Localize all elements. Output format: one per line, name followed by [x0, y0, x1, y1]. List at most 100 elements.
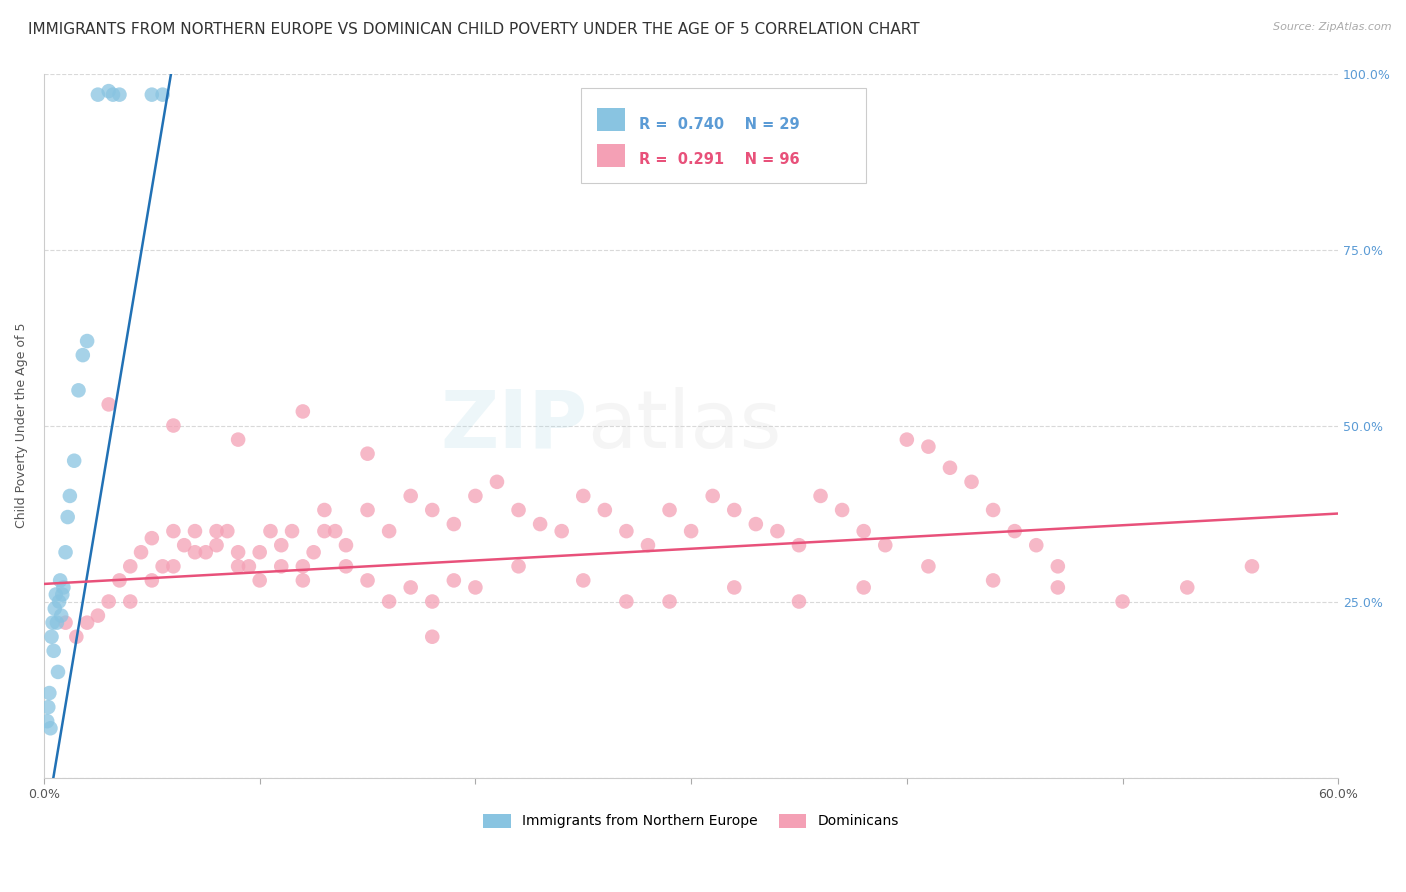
Point: [97, 397, 120, 411]
Y-axis label: Child Poverty Under the Age of 5: Child Poverty Under the Age of 5: [15, 323, 28, 528]
Point: [831, 503, 853, 517]
Point: [238, 559, 260, 574]
Point: [291, 574, 314, 588]
Point: [49, 574, 72, 588]
Text: atlas: atlas: [588, 386, 782, 465]
Point: [101, 87, 124, 102]
Point: [55, 545, 77, 559]
Point: [464, 581, 486, 595]
Text: IMMIGRANTS FROM NORTHERN EUROPE VS DOMINICAN CHILD POVERTY UNDER THE AGE OF 5 CO: IMMIGRANTS FROM NORTHERN EUROPE VS DOMIN…: [28, 22, 920, 37]
Point: [702, 489, 724, 503]
Point: [378, 524, 401, 538]
Point: [108, 87, 131, 102]
Point: [787, 538, 810, 552]
Point: [616, 594, 638, 608]
Point: [420, 630, 443, 644]
Point: [141, 574, 163, 588]
Point: [51, 608, 73, 623]
Point: [42, 644, 65, 658]
Point: [637, 538, 659, 552]
Point: [55, 615, 77, 630]
Point: [184, 545, 207, 559]
Point: [46, 665, 69, 679]
Point: [141, 531, 163, 545]
Point: [87, 608, 110, 623]
Point: [981, 503, 1004, 517]
Point: [787, 594, 810, 608]
Point: [875, 538, 897, 552]
Point: [45, 587, 67, 601]
Point: [152, 559, 174, 574]
Point: [852, 581, 875, 595]
Point: [378, 594, 401, 608]
Point: [152, 87, 174, 102]
Point: [508, 559, 530, 574]
FancyBboxPatch shape: [596, 144, 626, 167]
Point: [97, 594, 120, 608]
Point: [1240, 559, 1263, 574]
Point: [120, 559, 142, 574]
Point: [658, 503, 681, 517]
Point: [1046, 559, 1069, 574]
Point: [443, 574, 465, 588]
Point: [270, 538, 292, 552]
Point: [314, 524, 336, 538]
Point: [356, 574, 378, 588]
Text: R =  0.740    N = 29: R = 0.740 N = 29: [640, 117, 800, 132]
Point: [745, 517, 768, 532]
Point: [141, 87, 163, 102]
Point: [572, 574, 595, 588]
Point: [51, 587, 73, 601]
Point: [56, 510, 79, 524]
Point: [205, 524, 228, 538]
Point: [852, 524, 875, 538]
Point: [1046, 581, 1069, 595]
Point: [291, 404, 314, 418]
Point: [87, 87, 110, 102]
Point: [917, 440, 939, 454]
Point: [63, 454, 86, 468]
Point: [108, 574, 131, 588]
Point: [356, 447, 378, 461]
Point: [226, 433, 249, 447]
Point: [810, 489, 832, 503]
Point: [681, 524, 703, 538]
Point: [939, 460, 962, 475]
Point: [226, 559, 249, 574]
Point: [981, 574, 1004, 588]
Point: [281, 524, 304, 538]
Point: [259, 524, 281, 538]
Point: [443, 517, 465, 532]
Point: [766, 524, 789, 538]
Point: [39, 721, 62, 735]
Point: [616, 524, 638, 538]
Point: [52, 581, 75, 595]
Point: [658, 594, 681, 608]
Point: [41, 615, 63, 630]
Point: [323, 524, 346, 538]
Point: [162, 524, 184, 538]
Point: [960, 475, 983, 489]
Point: [173, 538, 195, 552]
Point: [65, 630, 87, 644]
Point: [41, 630, 63, 644]
Point: [129, 545, 152, 559]
Point: [184, 524, 207, 538]
Point: [314, 503, 336, 517]
Point: [1175, 581, 1198, 595]
Point: [508, 503, 530, 517]
Point: [356, 503, 378, 517]
Point: [38, 686, 60, 700]
Point: [723, 581, 745, 595]
Point: [420, 503, 443, 517]
Point: [97, 84, 120, 98]
Text: Source: ZipAtlas.com: Source: ZipAtlas.com: [1274, 22, 1392, 32]
Point: [291, 559, 314, 574]
Point: [917, 559, 939, 574]
Point: [44, 601, 66, 615]
Point: [723, 503, 745, 517]
Point: [593, 503, 616, 517]
Point: [485, 475, 508, 489]
FancyBboxPatch shape: [581, 87, 866, 183]
Point: [270, 559, 292, 574]
